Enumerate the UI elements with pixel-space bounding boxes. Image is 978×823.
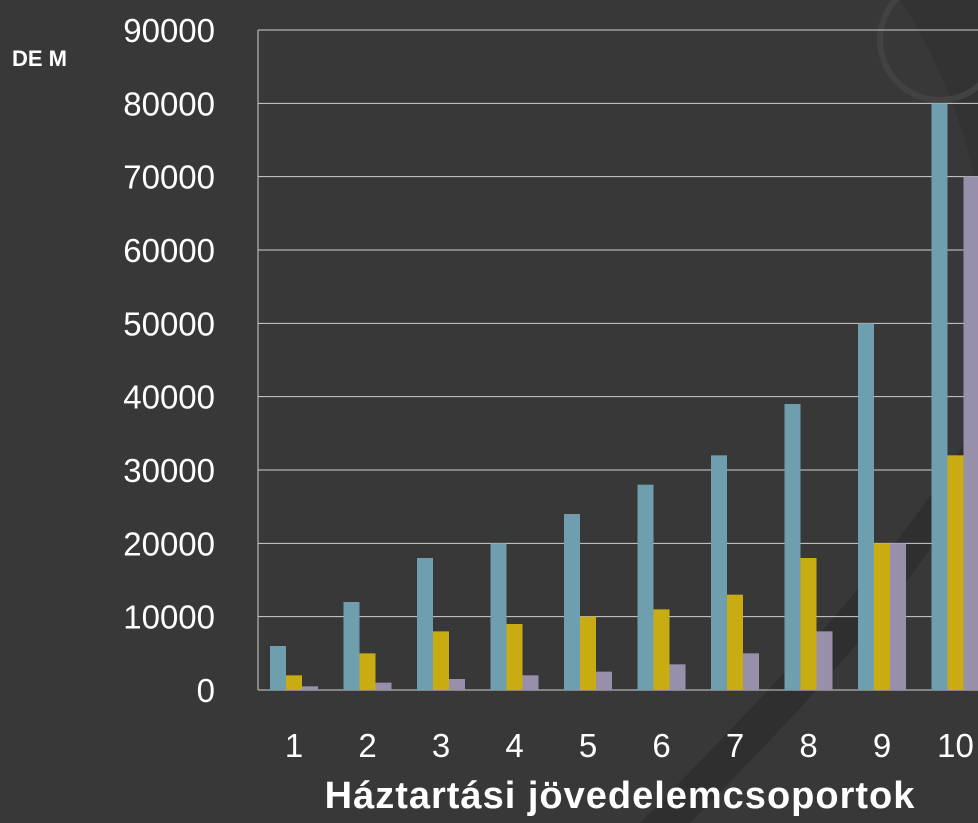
x-tick-label: 3 <box>432 727 450 764</box>
y-tick-label: 80000 <box>123 85 215 122</box>
bar-series-1-group-8 <box>784 404 801 690</box>
bar-series-3-group-1 <box>302 686 318 690</box>
x-tick-label: 2 <box>358 727 376 764</box>
bar-series-1-group-10 <box>931 103 948 691</box>
y-tick-label: 20000 <box>123 525 215 562</box>
x-tick-label: 8 <box>799 727 817 764</box>
y-tick-label: 40000 <box>123 379 215 416</box>
bar-series-2-group-1 <box>286 675 302 690</box>
y-tick-label: 60000 <box>123 232 215 269</box>
x-axis-title: Háztartási jövedelemcsoportok <box>325 775 916 817</box>
y-tick-label: 90000 <box>123 12 215 49</box>
bar-series-2-group-2 <box>359 653 376 690</box>
bar-series-3-group-6 <box>669 664 686 690</box>
x-tick-label: 10 <box>937 727 974 764</box>
y-axis-ticks: 0 10000 20000 30000 40000 50000 60000 70000 8000… <box>123 12 215 709</box>
y-tick-label: 30000 <box>123 452 215 489</box>
bars <box>270 103 978 691</box>
bar-series-3-group-3 <box>449 679 465 690</box>
bar-series-1-group-6 <box>637 484 654 690</box>
bar-series-1-group-5 <box>564 514 580 690</box>
bar-series-2-group-3 <box>433 631 449 690</box>
bar-series-3-group-8 <box>816 631 833 690</box>
x-tick-label: 5 <box>579 727 597 764</box>
bar-series-3-group-9 <box>890 543 906 690</box>
x-tick-label: 4 <box>505 727 523 764</box>
y-tick-label: 50000 <box>123 305 215 342</box>
x-tick-label: 9 <box>873 727 891 764</box>
bar-series-3-group-2 <box>375 682 392 690</box>
bar-series-2-group-4 <box>506 624 523 690</box>
bar-series-2-group-8 <box>800 558 817 690</box>
x-axis-ticks: 1 2 3 4 5 6 7 8 9 10 <box>285 727 974 764</box>
x-tick-label: 1 <box>285 727 303 764</box>
bar-series-2-group-10 <box>947 455 964 690</box>
bar-series-1-group-4 <box>490 543 507 690</box>
bar-series-2-group-9 <box>874 543 890 690</box>
bar-series-2-group-6 <box>653 609 670 690</box>
y-tick-label: 0 <box>197 672 215 709</box>
bar-series-2-group-5 <box>580 616 596 690</box>
bar-series-3-group-10 <box>963 176 978 690</box>
bar-series-3-group-5 <box>596 671 612 690</box>
bar-series-1-group-3 <box>417 558 433 690</box>
x-tick-label: 7 <box>726 727 744 764</box>
bar-series-3-group-4 <box>522 675 539 690</box>
bar-series-2-group-7 <box>727 594 743 690</box>
bar-series-1-group-1 <box>270 646 286 690</box>
y-tick-label: 10000 <box>123 599 215 636</box>
x-tick-label: 6 <box>652 727 670 764</box>
bar-series-1-group-2 <box>343 602 360 690</box>
bar-series-3-group-7 <box>743 653 759 690</box>
bar-series-1-group-7 <box>711 455 727 690</box>
bar-series-1-group-9 <box>858 323 874 690</box>
y-axis-unit-label: DE M <box>12 46 67 71</box>
y-tick-label: 70000 <box>123 159 215 196</box>
